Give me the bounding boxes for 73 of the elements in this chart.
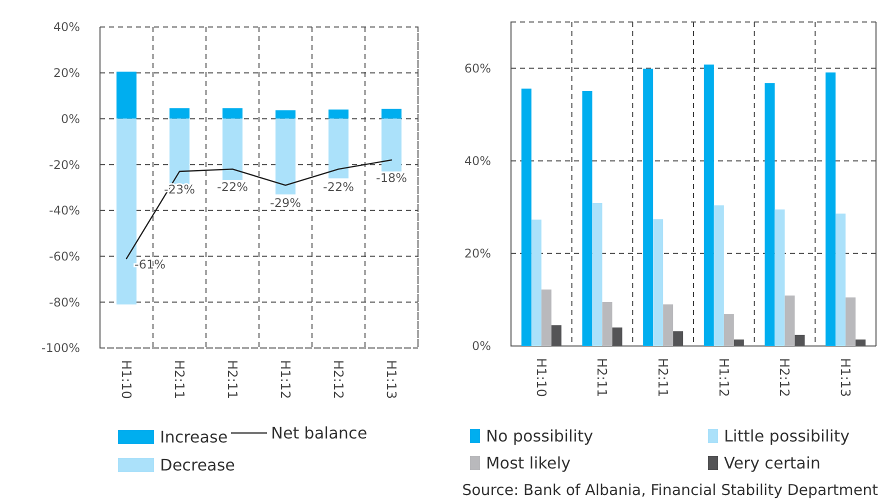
y-tick-label: 20%: [53, 66, 80, 80]
data-label: -22%: [322, 180, 354, 194]
x-tick-label: H1:10: [118, 360, 133, 399]
data-label: -18%: [376, 170, 408, 185]
legend-label: Little possibility: [724, 426, 850, 446]
bar: [856, 340, 866, 346]
y-tick-label: 0%: [472, 339, 491, 354]
bar: [222, 108, 242, 119]
bar: [663, 304, 674, 346]
x-tick-label: H2:11: [654, 358, 670, 397]
x-tick-label: H1:13: [382, 360, 398, 399]
bar: [784, 296, 795, 346]
y-tick-label: 0%: [60, 112, 80, 126]
legend-label: Increase: [160, 428, 228, 447]
x-tick-label: H1:13: [837, 358, 852, 397]
bar: [582, 90, 592, 346]
bar: [774, 209, 785, 346]
bar: [592, 202, 602, 346]
y-tick-label: 40%: [53, 20, 80, 34]
bar: [170, 108, 190, 119]
bar: [612, 327, 622, 346]
bar: [116, 72, 136, 119]
bar: [724, 314, 734, 346]
bar: [116, 118, 136, 304]
bar: [222, 118, 242, 180]
y-tick-label: -40%: [48, 204, 80, 218]
y-tick-label: 20%: [464, 246, 491, 261]
legend-label: Most likely: [486, 454, 571, 473]
bar: [764, 83, 775, 346]
bar: [521, 88, 532, 346]
y-tick-label: -100%: [41, 341, 80, 356]
bar: [328, 110, 348, 119]
x-tick-label: H2:12: [330, 360, 345, 399]
y-tick-label: -60%: [48, 249, 80, 264]
legend-label: No possibility: [486, 426, 594, 446]
bar: [551, 325, 562, 346]
legend-label: Very certain: [724, 454, 821, 473]
data-label: -29%: [270, 196, 302, 210]
bar: [643, 68, 654, 346]
x-tick-label: H2:11: [170, 360, 186, 399]
bar: [382, 118, 402, 172]
bar: [602, 302, 612, 346]
bar: [170, 118, 190, 184]
x-tick-label: H2:11: [224, 360, 239, 399]
bar: [328, 118, 348, 178]
bar: [541, 290, 552, 346]
legend-label: Decrease: [160, 456, 236, 475]
bar: [826, 72, 836, 346]
data-label: -22%: [216, 180, 248, 194]
y-tick-label: -80%: [48, 295, 80, 310]
x-tick-label: H1:10: [532, 358, 548, 397]
bar: [836, 214, 846, 346]
source-note: Source: Bank of Albania, Financial Stability Department: [462, 481, 878, 499]
y-tick-label: 60%: [464, 61, 491, 76]
bar: [794, 334, 805, 346]
bar: [653, 219, 664, 346]
bar: [382, 108, 402, 119]
bar: [714, 205, 724, 346]
legend-label: Net balance: [271, 424, 368, 443]
x-tick-label: H1:12: [276, 360, 292, 399]
bar: [704, 64, 714, 346]
bar: [734, 340, 744, 346]
bar: [846, 297, 856, 346]
x-tick-label: H2:11: [594, 358, 609, 397]
bar: [276, 110, 296, 119]
x-tick-label: H1:12: [715, 358, 730, 397]
x-tick-label: H2:12: [776, 358, 792, 397]
y-tick-label: -20%: [48, 158, 80, 172]
y-tick-label: 40%: [464, 154, 491, 168]
bar: [673, 331, 684, 346]
data-label: -61%: [134, 258, 166, 272]
bar: [276, 118, 296, 194]
bar: [531, 220, 542, 346]
